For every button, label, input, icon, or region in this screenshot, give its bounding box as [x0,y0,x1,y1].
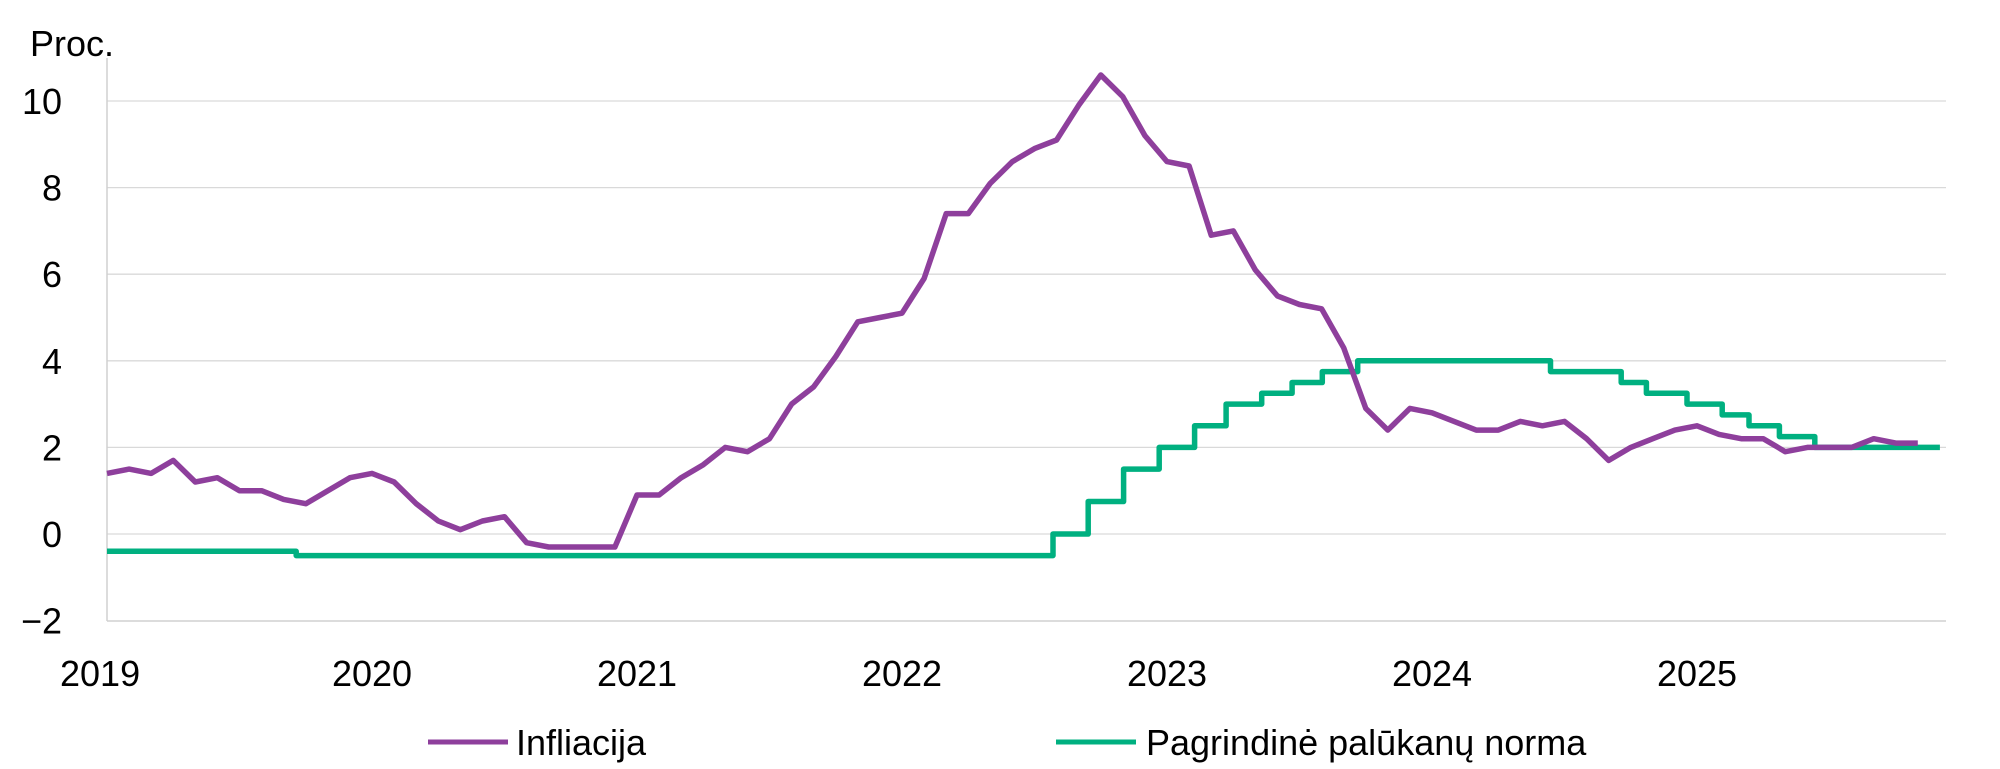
y-tick-label: 10 [22,81,62,122]
y-tick-label: 6 [42,254,62,295]
y-tick-label: 8 [42,168,62,209]
y-tick-label: 0 [42,514,62,555]
legend: Infliacija Pagrindinė palūkanų norma [428,722,1587,763]
series-line-inflation [106,72,1918,550]
gridlines [107,100,1946,535]
y-axis-label: Proc. [30,23,114,64]
x-tick-label: 2019 [60,653,140,694]
legend-item-policy-rate: Pagrindinė palūkanų norma [1056,722,1587,763]
legend-label-inflation: Infliacija [516,722,647,763]
x-tick-label: 2021 [597,653,677,694]
x-tick-label: 2020 [332,653,412,694]
axes [106,58,1946,622]
x-tick-label: 2025 [1657,653,1737,694]
y-tick-label: −2 [21,601,62,642]
legend-label-policy-rate: Pagrindinė palūkanų norma [1146,722,1587,763]
series-line-policy-rate [107,358,1940,559]
x-tick-label: 2023 [1127,653,1207,694]
y-tick-label: 4 [42,341,62,382]
x-tick-label: 2022 [862,653,942,694]
x-tick-labels: 2019 2020 2021 2022 2023 2024 2025 [60,653,1737,694]
series-lines [106,72,1940,559]
y-tick-label: 2 [42,427,62,468]
legend-item-inflation: Infliacija [428,722,647,763]
y-tick-labels: 10 8 6 4 2 0 −2 [21,81,62,642]
x-tick-label: 2024 [1392,653,1472,694]
